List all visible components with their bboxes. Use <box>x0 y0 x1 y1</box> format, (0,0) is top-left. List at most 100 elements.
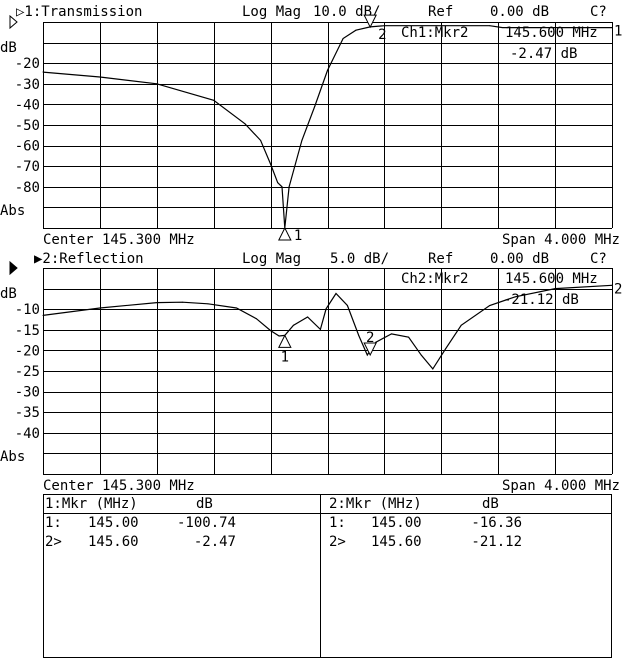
channel-1-center: Center 145.300 MHz <box>43 232 195 248</box>
trace-point <box>375 341 377 343</box>
trace-point <box>213 99 215 101</box>
marker-table-border <box>43 494 612 658</box>
readout-title: Ch1:Mkr2 <box>401 25 468 41</box>
readout-freq: 145.600 MHz <box>505 271 598 287</box>
table-1-row-1-value: -100.74 <box>177 515 236 531</box>
y-tick-label: -35 <box>15 405 40 421</box>
trace-point <box>366 354 368 356</box>
trace-point <box>346 304 348 306</box>
trace-point <box>383 25 385 27</box>
table-1-header-mkr: 1:Mkr (MHz) <box>45 496 138 512</box>
y-tick-label: -25 <box>15 364 40 380</box>
channel-2-status: C? <box>590 251 607 267</box>
trace-point <box>325 308 327 310</box>
trace-point <box>420 354 422 356</box>
channel-1-ylabel: dB <box>0 40 17 56</box>
marker-2-triangle-icon <box>363 342 377 357</box>
trace-point <box>489 25 491 27</box>
trace-point <box>270 330 272 332</box>
channel-2-label: ▶2:Reflection <box>34 251 144 267</box>
channel-2-span: Span 4.000 MHz <box>502 478 620 494</box>
trace-point <box>288 186 290 188</box>
trace-point <box>255 318 257 320</box>
channel-1-span: Span 4.000 MHz <box>502 232 620 248</box>
trace-point <box>281 186 283 188</box>
trace-end-label: 1 <box>614 24 622 40</box>
trace-point <box>307 316 309 318</box>
trace-point <box>432 368 434 370</box>
y-tick-label: -15 <box>15 323 40 339</box>
trace-point <box>181 301 183 303</box>
channel-1-abs-label: Abs <box>0 203 25 219</box>
trace-point <box>156 83 158 85</box>
trace-point <box>207 303 209 305</box>
y-tick-label: -40 <box>15 97 40 113</box>
trace-point <box>342 37 344 39</box>
trace-point <box>319 328 321 330</box>
trace-point <box>277 182 279 184</box>
y-tick-label: -40 <box>15 426 40 442</box>
trace-point <box>42 314 44 316</box>
trace-point <box>489 304 491 306</box>
trace-point <box>42 71 44 73</box>
channel-2-format: Log Mag <box>242 251 301 267</box>
channel-1-ref-value: 0.00 dB <box>490 4 549 20</box>
trace-point <box>260 139 262 141</box>
trace-point <box>460 324 462 326</box>
channel-1-plot: 1 1 2 <box>9 14 622 244</box>
readout-title: Ch2:Mkr2 <box>401 271 468 287</box>
channel-2-scale: 5.0 dB/ <box>330 251 389 267</box>
y-tick-label: -50 <box>15 118 40 134</box>
trace-point <box>611 27 613 29</box>
table-1-row-1-id: 1: <box>45 515 62 531</box>
trace-point <box>99 307 101 309</box>
channel-2-abs-label: Abs <box>0 449 25 465</box>
reference-level-arrow-icon <box>9 260 18 276</box>
channel-1-y-axis: dB -20 -30 -40 -50 -60 -70 -80 Abs <box>0 40 40 219</box>
trace-point <box>327 69 328 71</box>
y-tick-label: -80 <box>15 180 40 196</box>
channel-2-header: ▶2:Reflection Log Mag 5.0 dB/ Ref 0.00 d… <box>34 251 607 267</box>
readout-freq: 145.600 MHz <box>505 25 598 41</box>
marker-label: 1 <box>281 349 289 365</box>
marker-label: 1 <box>294 228 302 244</box>
y-tick-label: -60 <box>15 139 40 155</box>
trace-point <box>292 324 294 326</box>
table-2-row-1-id: 1: <box>329 515 346 531</box>
table-2-header-mkr: 2:Mkr (MHz) <box>329 496 422 512</box>
y-tick-label: -20 <box>15 56 40 72</box>
channel-1-marker-readout: Ch1:Mkr2 145.600 MHz -2.47 dB <box>401 25 598 62</box>
trace-point <box>270 163 272 165</box>
channel-2-marker-readout: Ch2:Mkr2 145.600 MHz -21.12 dB <box>401 271 598 308</box>
channel-2-center: Center 145.300 MHz <box>43 478 195 494</box>
marker-label: 2 <box>366 330 374 346</box>
marker-label: 2 <box>378 27 386 43</box>
channel-1-status: C? <box>590 4 607 20</box>
y-tick-label: -10 <box>15 302 40 318</box>
table-2-row-2-id: 2> <box>329 534 346 550</box>
trace-point <box>301 139 303 141</box>
marker-2-triangle-icon <box>363 14 377 29</box>
trace-point <box>408 336 410 338</box>
table-2-row-2-value: -21.12 <box>471 534 522 550</box>
trace-point <box>514 296 516 298</box>
table-1-row-2-freq: 145.60 <box>88 534 139 550</box>
channel-2-ref-value: 0.00 dB <box>490 251 549 267</box>
channel-2-y-axis: dB -10 -15 -20 -25 -30 -35 -40 Abs <box>0 286 40 465</box>
y-tick-label: -30 <box>15 77 40 93</box>
trace-point <box>611 284 613 286</box>
trace-point <box>235 307 237 309</box>
trace-point <box>358 335 360 337</box>
table-1-header-db: dB <box>196 496 213 512</box>
table-1-row-2-value: -2.47 <box>194 534 236 550</box>
trace-point <box>244 123 246 125</box>
table-2-row-2-freq: 145.60 <box>371 534 422 550</box>
table-2-row-1-value: -16.36 <box>471 515 522 531</box>
trace-point <box>314 105 316 107</box>
trace-point <box>156 302 158 304</box>
y-tick-label: -20 <box>15 343 40 359</box>
trace-point <box>391 333 393 335</box>
channel-2-ylabel: dB <box>0 286 17 302</box>
marker-table: 1:Mkr (MHz) dB 1: 145.00 -100.74 2> 145.… <box>43 494 612 658</box>
